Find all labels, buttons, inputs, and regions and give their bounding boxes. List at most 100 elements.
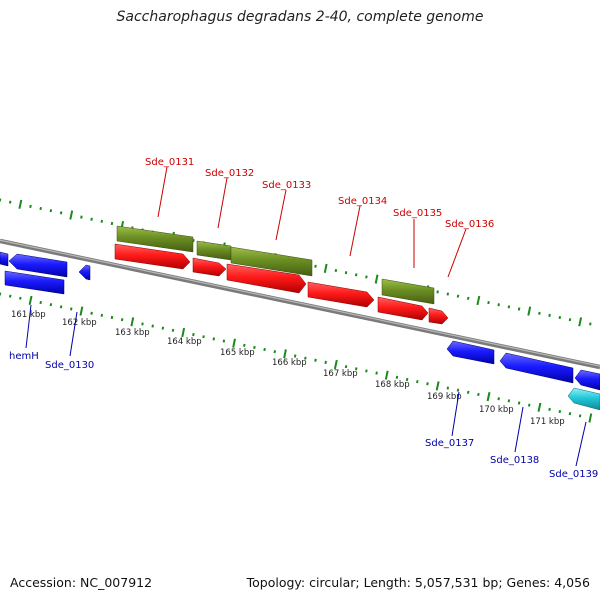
minor-tick <box>497 303 500 307</box>
accession-text: Accession: NC_007912 <box>10 575 153 590</box>
minor-tick <box>578 414 582 418</box>
minor-tick <box>517 401 521 405</box>
major-tick <box>333 359 338 370</box>
major-tick <box>527 306 532 316</box>
major-tick <box>181 327 186 338</box>
major-tick <box>283 349 287 359</box>
minor-tick <box>365 275 368 279</box>
major-tick <box>476 295 481 306</box>
minor-tick <box>202 335 205 339</box>
scale-labels: 161 kbp 162 kbp 163 kbp 164 kbp 165 kbp … <box>11 310 565 427</box>
minor-tick <box>314 264 317 268</box>
minor-tick <box>90 311 93 315</box>
minor-tick <box>90 217 93 221</box>
minor-tick <box>263 347 266 352</box>
minor-tick <box>477 392 480 397</box>
scale-label: 168 kbp <box>375 380 410 390</box>
reverse-gene-callouts: hemH Sde_0130 Sde_0137 Sde_0138 Sde_0139 <box>9 304 598 480</box>
genome-stats-text: Topology: circular; Length: 5,057,531 bp… <box>246 575 590 590</box>
minor-tick <box>80 215 83 219</box>
minor-tick <box>49 209 53 213</box>
feature-red-5[interactable] <box>377 296 429 321</box>
minor-tick <box>59 211 63 215</box>
feature-cyan-1[interactable] <box>567 387 600 411</box>
gene-label-sde-0136[interactable]: Sde_0136 <box>445 219 494 230</box>
gene-label-sde-0132[interactable]: Sde_0132 <box>205 168 254 179</box>
minor-tick <box>446 292 450 296</box>
minor-tick <box>558 315 562 320</box>
feature-blue-1[interactable] <box>8 253 68 278</box>
major-tick <box>486 391 491 402</box>
minor-tick <box>120 318 124 322</box>
scale-label: 165 kbp <box>220 348 255 358</box>
feature-red-4[interactable] <box>307 281 375 308</box>
map-title: Saccharophagus degradans 2-40, complete … <box>116 9 484 25</box>
minor-tick <box>8 294 12 298</box>
feature-blue-2[interactable] <box>78 264 91 281</box>
minor-tick <box>416 380 419 384</box>
minor-tick <box>324 360 327 365</box>
major-tick <box>537 402 542 412</box>
minor-tick <box>314 358 317 362</box>
major-tick <box>232 338 236 348</box>
minor-tick <box>171 328 175 332</box>
major-tick <box>323 263 328 274</box>
lower-tick-track <box>0 292 593 423</box>
feature-blue-left-stub[interactable] <box>0 251 9 267</box>
gene-label-sde-0131[interactable]: Sde_0131 <box>145 157 194 168</box>
feature-blue-5[interactable] <box>499 352 574 384</box>
minor-tick <box>538 311 541 315</box>
gene-label-sde-0139[interactable]: Sde_0139 <box>549 469 598 480</box>
minor-tick <box>446 386 450 390</box>
minor-tick <box>497 397 500 401</box>
gene-label-sde-0135[interactable]: Sde_0135 <box>393 208 442 219</box>
gene-label-sde-0133[interactable]: Sde_0133 <box>262 180 311 191</box>
feature-red-3[interactable] <box>226 263 307 294</box>
minor-tick <box>19 296 22 300</box>
scale-label: 163 kbp <box>115 328 150 338</box>
minor-tick <box>212 337 215 341</box>
minor-tick <box>507 399 511 403</box>
minor-tick <box>110 221 114 226</box>
forward-gene-callouts: Sde_0131 Sde_0132 Sde_0133 Sde_0134 Sde_… <box>145 157 494 278</box>
minor-tick <box>548 313 551 318</box>
major-tick <box>435 381 440 391</box>
minor-tick <box>59 305 63 309</box>
minor-tick <box>456 388 460 392</box>
scale-label: 164 kbp <box>167 337 202 347</box>
feature-olive-4[interactable] <box>381 278 435 305</box>
feature-blue-3[interactable] <box>4 270 65 295</box>
feature-red-2[interactable] <box>192 257 227 277</box>
minor-tick <box>293 354 297 358</box>
minor-tick <box>365 369 368 373</box>
minor-tick <box>354 273 358 277</box>
scale-label: 169 kbp <box>427 392 462 402</box>
minor-tick <box>344 271 348 275</box>
feature-olive-1[interactable] <box>116 225 194 253</box>
feature-olive-3[interactable] <box>230 246 313 277</box>
minor-tick <box>273 350 277 354</box>
feature-olive-2[interactable] <box>196 240 232 261</box>
minor-tick <box>426 382 429 386</box>
feature-red-1[interactable] <box>114 243 191 270</box>
minor-tick <box>39 206 42 211</box>
gene-label-sde-0137[interactable]: Sde_0137 <box>425 438 474 449</box>
minor-tick <box>100 313 104 317</box>
major-tick <box>79 306 84 316</box>
feature-red-6[interactable] <box>428 307 449 325</box>
minor-tick <box>466 296 470 300</box>
gene-label-sde-0134[interactable]: Sde_0134 <box>338 196 387 207</box>
minor-tick <box>589 322 592 326</box>
minor-tick <box>29 204 32 209</box>
gene-label-sde-0130[interactable]: Sde_0130 <box>45 360 94 371</box>
gene-label-hemh[interactable]: hemH <box>9 351 39 362</box>
feature-blue-4[interactable] <box>446 340 495 365</box>
minor-tick <box>192 332 195 337</box>
major-tick <box>28 295 33 306</box>
gene-label-sde-0138[interactable]: Sde_0138 <box>490 455 539 466</box>
minor-tick <box>375 371 378 375</box>
feature-blue-6[interactable] <box>574 369 600 391</box>
minor-tick <box>528 403 531 407</box>
scale-label: 170 kbp <box>479 405 514 415</box>
